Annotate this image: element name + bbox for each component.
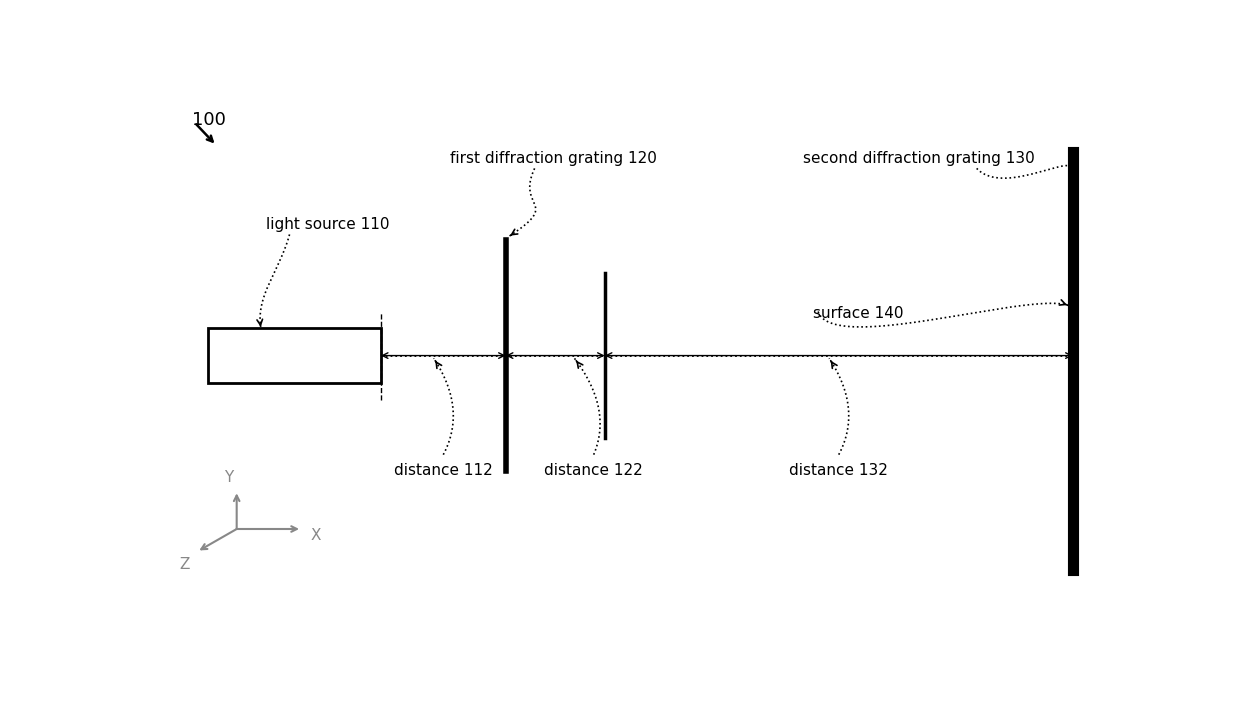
Text: distance 132: distance 132 <box>790 463 888 478</box>
Text: first diffraction grating 120: first diffraction grating 120 <box>450 151 657 166</box>
Text: Z: Z <box>180 557 190 572</box>
Text: distance 112: distance 112 <box>394 463 492 478</box>
Text: surface 140: surface 140 <box>813 306 904 321</box>
Text: Y: Y <box>224 470 233 485</box>
Text: light source 110: light source 110 <box>265 217 389 232</box>
Text: second diffraction grating 130: second diffraction grating 130 <box>804 151 1035 166</box>
Text: distance 122: distance 122 <box>544 463 644 478</box>
Text: X: X <box>311 528 321 543</box>
Bar <box>208 328 381 383</box>
Text: 100: 100 <box>191 111 226 129</box>
